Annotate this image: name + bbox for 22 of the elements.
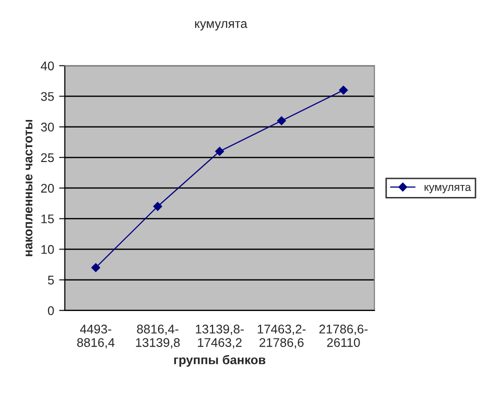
y-tick-label: 0	[48, 306, 54, 316]
y-tick-label: 35	[40, 92, 54, 101]
y-tick-label: 30	[40, 122, 54, 132]
legend-label: кумулята	[424, 184, 472, 194]
point	[338, 86, 348, 95]
x-tick-label: 13139,8- 17463,2	[196, 324, 244, 348]
y-tick-label: 40	[40, 61, 54, 70]
point	[153, 202, 162, 211]
y-tick-label: 5	[48, 276, 54, 284]
y-tick-label: 20	[41, 184, 54, 193]
y-axis-title: накопленные частоты	[26, 120, 32, 256]
point	[91, 263, 100, 272]
point	[215, 146, 224, 156]
y-tick-label: 15	[41, 214, 54, 224]
chart-title: кумулята	[195, 21, 248, 30]
y-tick-label: 10	[41, 245, 54, 254]
point	[277, 116, 286, 126]
x-tick-label: 4493- 8816,4	[77, 324, 115, 348]
x-tick-label: 21786,6- 26110	[319, 324, 368, 347]
x-tick-label: 17463,2- 21786,6	[258, 324, 306, 348]
x-axis-title: группы банков	[174, 355, 266, 367]
y-tick-label: 25	[41, 153, 54, 162]
